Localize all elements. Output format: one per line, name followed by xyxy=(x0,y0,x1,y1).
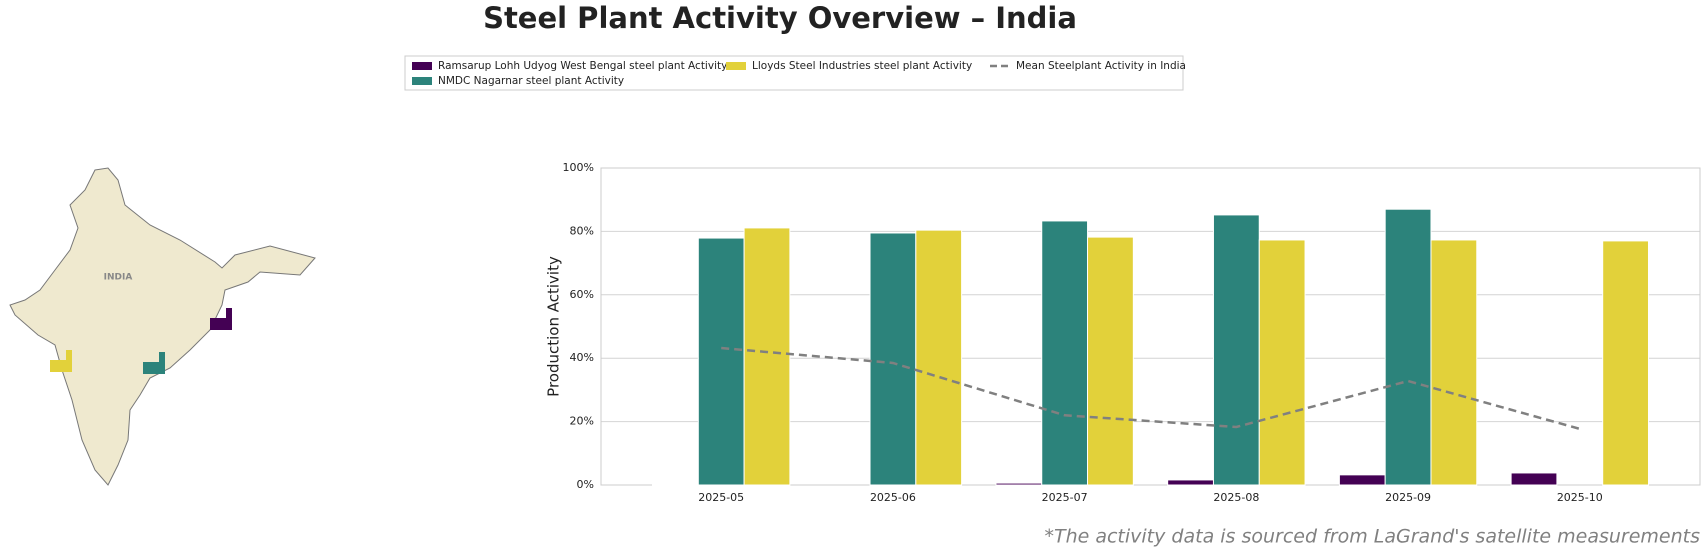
bar xyxy=(915,229,963,486)
y-tick-label: 60% xyxy=(570,288,594,301)
y-axis-label: Production Activity xyxy=(545,256,563,397)
bar xyxy=(1384,208,1432,486)
y-tick-label: 20% xyxy=(570,415,594,428)
bar xyxy=(1338,474,1386,486)
y-tick-label: 0% xyxy=(577,478,594,491)
y-tick-label: 80% xyxy=(570,224,594,237)
map: INDIA xyxy=(9,167,316,486)
plot-frame xyxy=(600,167,1701,486)
chart-title: Steel Plant Activity Overview – India xyxy=(483,1,1077,35)
plant-icon xyxy=(210,308,232,330)
bar xyxy=(1602,240,1649,486)
x-tick-label: 2025-10 xyxy=(1557,491,1603,504)
legend-label: NMDC Nagarnar steel plant Activity xyxy=(438,75,624,87)
mean-line xyxy=(721,346,1581,431)
bar xyxy=(1167,479,1214,486)
y-tick-label: 40% xyxy=(570,351,594,364)
bar xyxy=(995,482,1043,486)
legend-box xyxy=(404,55,1184,91)
legend-swatch xyxy=(412,77,432,85)
x-tick-label: 2025-09 xyxy=(1385,491,1431,504)
map-outline xyxy=(9,167,316,486)
y-tick-label: 100% xyxy=(563,161,594,174)
legend-label: Mean Steelplant Activity in India xyxy=(1016,60,1186,72)
bar xyxy=(743,227,791,486)
x-tick-label: 2025-05 xyxy=(698,491,744,504)
legend-swatch xyxy=(726,62,746,70)
x-tick-label: 2025-07 xyxy=(1042,491,1088,504)
bar xyxy=(1510,472,1558,486)
bar xyxy=(697,237,745,486)
bar xyxy=(652,483,699,486)
plant-icon xyxy=(50,350,72,372)
plant-icon xyxy=(143,352,165,374)
bar xyxy=(1430,239,1478,486)
legend-swatch xyxy=(412,62,432,70)
bar xyxy=(869,232,917,486)
annotation: *The activity data is sourced from LaGra… xyxy=(1044,526,1700,548)
bar xyxy=(1212,214,1260,486)
map-label: INDIA xyxy=(104,273,133,283)
legend-label: Lloyds Steel Industries steel plant Acti… xyxy=(752,60,972,72)
legend-label: Ramsarup Lohh Udyog West Bengal steel pl… xyxy=(438,60,727,72)
x-tick-label: 2025-08 xyxy=(1213,491,1259,504)
bar xyxy=(1258,239,1306,486)
bar xyxy=(1041,220,1089,486)
x-tick-label: 2025-06 xyxy=(870,491,916,504)
bar xyxy=(1087,236,1134,486)
